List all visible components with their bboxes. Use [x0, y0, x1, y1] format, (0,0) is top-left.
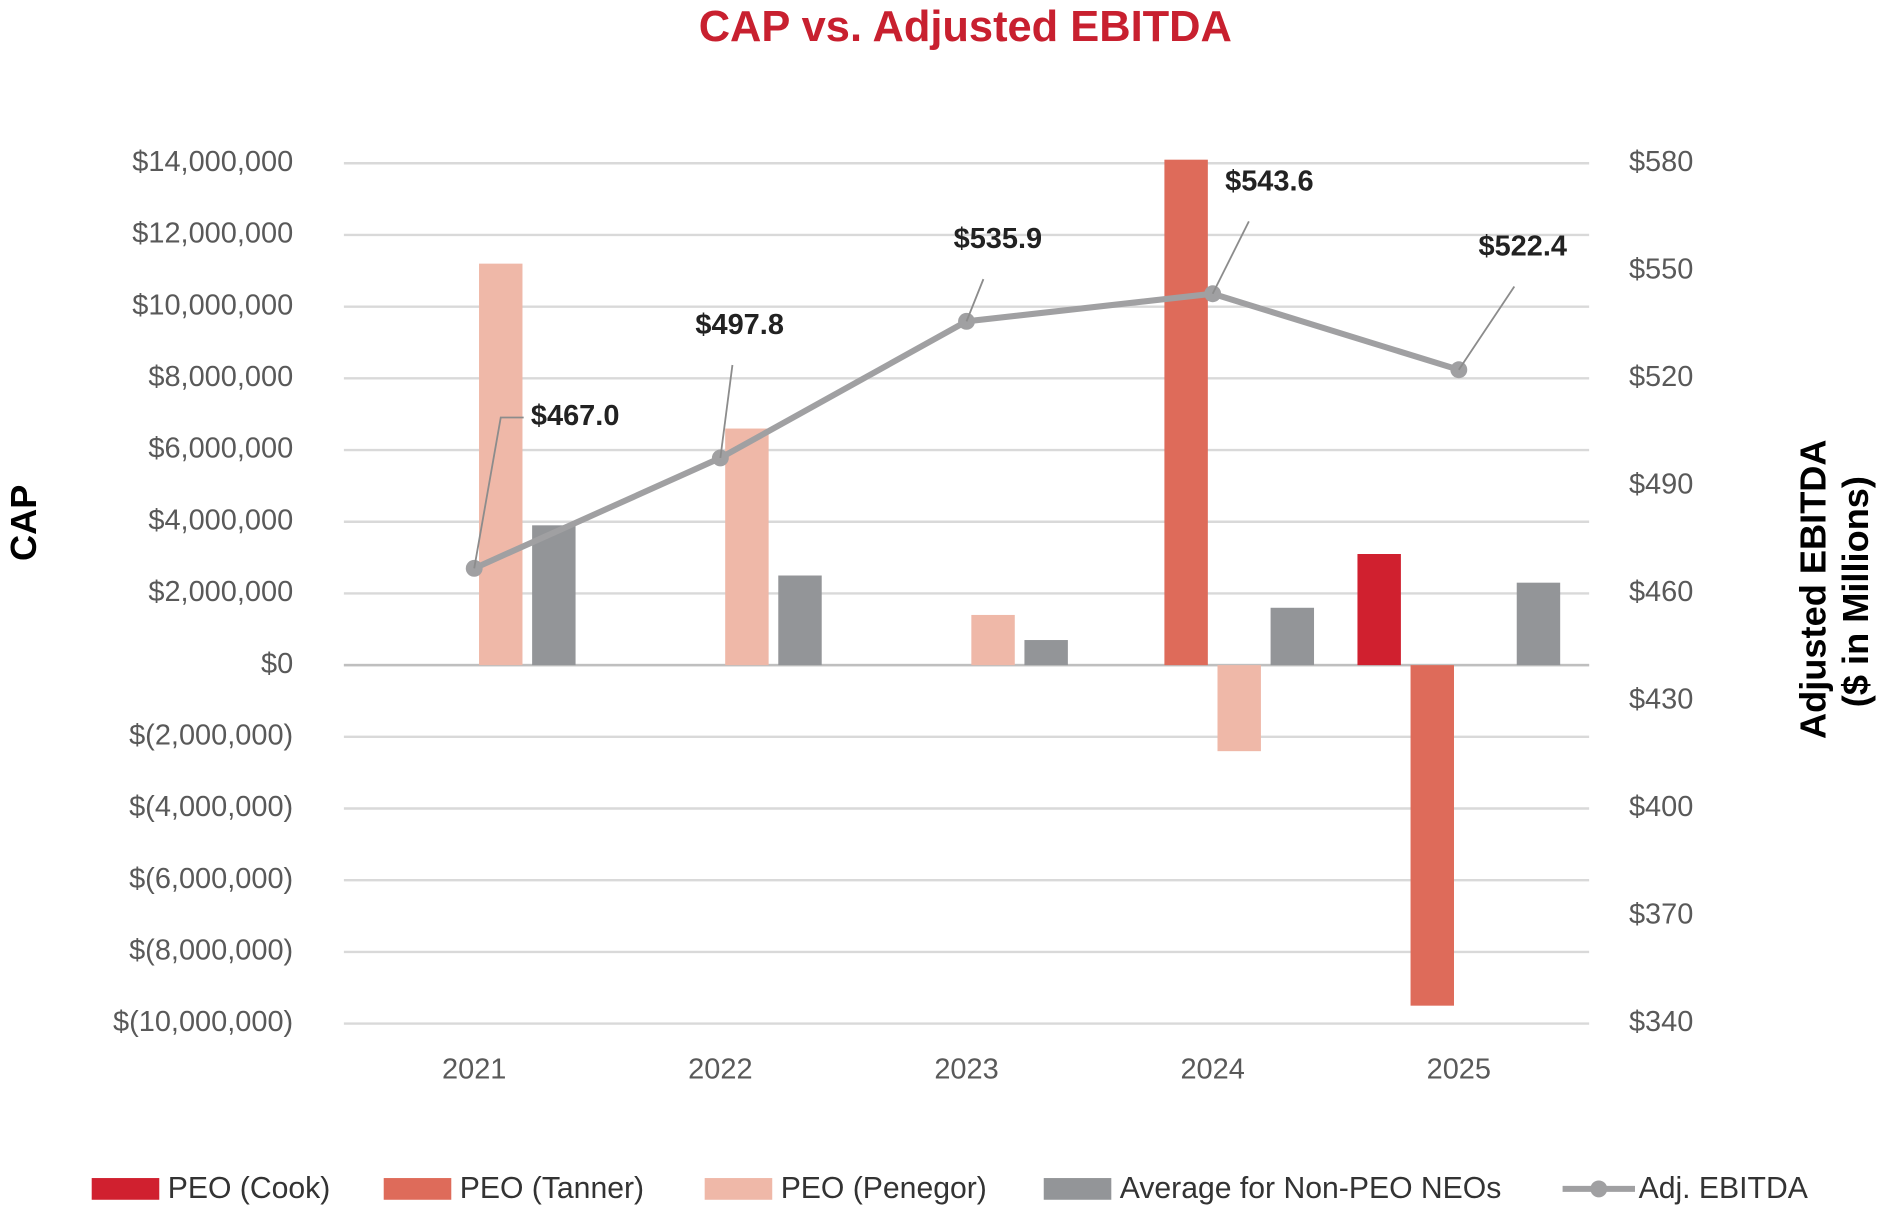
- y-tick-label: $10,000,000: [132, 289, 293, 321]
- y2-axis-title: Adjusted EBITDA: [1793, 439, 1834, 739]
- y2-tick-label: $400: [1629, 791, 1693, 823]
- line-marker: [1204, 285, 1222, 303]
- line: [472, 290, 1460, 572]
- data-label: $522.4: [1479, 231, 1568, 263]
- leader-line: [1211, 220, 1250, 295]
- legend-label: Average for Non-PEO NEOs: [1120, 1172, 1502, 1205]
- leader-line: [1458, 285, 1516, 371]
- y-tick-label: $(4,000,000): [129, 791, 293, 823]
- data-label: $543.6: [1225, 165, 1314, 197]
- legend-swatch: [704, 1178, 773, 1200]
- legend-label: Adj. EBITDA: [1639, 1172, 1809, 1205]
- bar: [1024, 640, 1068, 666]
- y2-axis-title: ($ in Millions): [1835, 476, 1876, 707]
- y-axis-title: CAP: [3, 485, 44, 561]
- bar: [778, 575, 822, 666]
- x-tick-label: 2022: [688, 1053, 752, 1085]
- y-tick-label: $(6,000,000): [129, 863, 293, 895]
- y2-tick-label: $370: [1629, 899, 1693, 931]
- y-tick-label: $14,000,000: [132, 146, 293, 178]
- y2-tick-label: $460: [1629, 576, 1693, 608]
- bar: [1164, 159, 1208, 666]
- y2-tick-label: $550: [1629, 253, 1693, 285]
- y2-tick-label: $430: [1629, 684, 1693, 716]
- line-marker: [711, 449, 729, 467]
- y-tick-label: $(8,000,000): [129, 935, 293, 967]
- data-label: $535.9: [954, 223, 1043, 255]
- chart-title: CAP vs. Adjusted EBITDA: [699, 3, 1232, 51]
- legend-label: PEO (Penegor): [781, 1172, 987, 1205]
- y-tick-label: $8,000,000: [148, 361, 293, 393]
- bar: [532, 525, 576, 666]
- legend-swatch: [383, 1178, 452, 1200]
- y-tick-label: $(10,000,000): [113, 1006, 293, 1038]
- legend-swatch: [1590, 1180, 1608, 1198]
- bar: [1217, 665, 1261, 752]
- x-tick-label: 2024: [1180, 1053, 1244, 1085]
- legend-label: PEO (Tanner): [460, 1172, 644, 1205]
- leader-line: [473, 416, 524, 569]
- x-tick-label: 2021: [442, 1053, 506, 1085]
- x-tick-label: 2025: [1427, 1053, 1491, 1085]
- y2-tick-label: $520: [1629, 361, 1693, 393]
- data-label: $467.0: [531, 400, 620, 432]
- legend-label: PEO (Cook): [168, 1172, 331, 1205]
- bar: [479, 263, 523, 666]
- leader-line: [719, 364, 734, 459]
- y-tick-label: $(2,000,000): [129, 719, 293, 751]
- x-tick-label: 2023: [934, 1053, 998, 1085]
- y-tick-label: $6,000,000: [148, 433, 293, 465]
- data-label: $497.8: [695, 309, 784, 341]
- bar: [1516, 582, 1561, 666]
- bar: [1357, 554, 1401, 666]
- legend-swatch: [91, 1178, 160, 1200]
- y-tick-label: $0: [261, 648, 293, 680]
- bar: [1270, 607, 1315, 666]
- bar: [725, 428, 769, 666]
- y2-tick-label: $490: [1629, 469, 1693, 501]
- y-tick-label: $12,000,000: [132, 218, 293, 250]
- bar: [1410, 665, 1454, 1006]
- y2-tick-label: $580: [1629, 146, 1693, 178]
- legend-swatch: [1043, 1178, 1112, 1200]
- y-tick-label: $2,000,000: [148, 576, 293, 608]
- leader-line: [965, 278, 985, 322]
- y2-tick-label: $340: [1629, 1006, 1693, 1038]
- bar: [971, 614, 1015, 666]
- y-tick-label: $4,000,000: [148, 504, 293, 536]
